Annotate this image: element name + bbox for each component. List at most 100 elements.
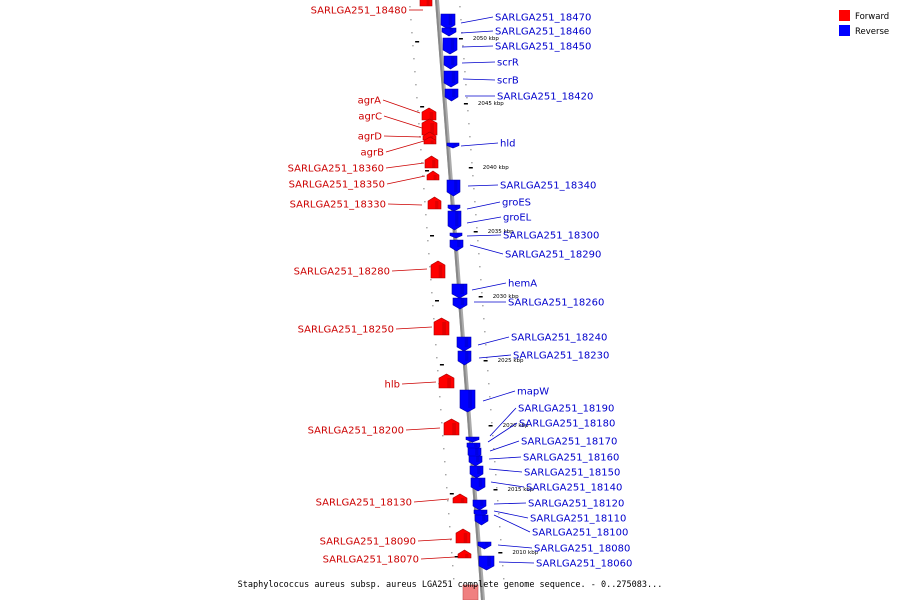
gene-hlb[interactable] [438, 373, 455, 389]
gene-label-sarlga251-18250[interactable]: SARLGA251_18250 [298, 325, 394, 336]
gene-label-agrd[interactable]: agrD [358, 132, 383, 143]
gene-sarlga251-18090[interactable] [455, 528, 471, 544]
gene-sarlga251-18260[interactable] [452, 297, 468, 310]
gene-agra[interactable] [421, 107, 437, 121]
gene-label-groel[interactable]: groEL [503, 213, 532, 224]
gene-sarlga251-18450[interactable] [442, 37, 458, 55]
sarlga251-18080-leader [497, 544, 533, 549]
gene-sarlga251-18190[interactable] [465, 436, 480, 443]
scale-tick-label: 2015 kbp [507, 487, 533, 493]
gene-label-sarlga251-18470[interactable]: SARLGA251_18470 [495, 13, 591, 24]
scale-tick-mark [435, 300, 439, 302]
gene-sarlga251-18160-shade [476, 456, 480, 462]
gene-label-agra[interactable]: agrA [358, 96, 382, 107]
gene-sarlga251-18470[interactable] [440, 13, 456, 30]
gene-sarlga251-18290[interactable] [449, 239, 464, 252]
gene-sarlga251-18230[interactable] [457, 350, 472, 366]
gene-sarlga251-18420[interactable] [444, 88, 459, 102]
gene-label-sarlga251-18180[interactable]: SARLGA251_18180 [519, 419, 615, 430]
gene-label-scrr[interactable]: scrR [497, 58, 519, 69]
gene-sarlga251-18240[interactable] [456, 336, 472, 352]
gene-label-sarlga251-18150[interactable]: SARLGA251_18150 [524, 468, 620, 479]
gene-label-sarlga251-18110[interactable]: SARLGA251_18110 [530, 514, 626, 525]
gene-scrr[interactable] [443, 55, 458, 70]
gene-sarlga251-18160[interactable] [468, 455, 483, 467]
gene-label-sarlga251-18060[interactable]: SARLGA251_18060 [536, 559, 632, 570]
gene-label-mapw[interactable]: mapW [517, 387, 549, 398]
gene-label-sarlga251-18300[interactable]: SARLGA251_18300 [503, 231, 599, 242]
gene-mapw[interactable] [459, 389, 476, 413]
gene-label-sarlga251-18170[interactable]: SARLGA251_18170 [521, 437, 617, 448]
gene-label-sarlga251-18090[interactable]: SARLGA251_18090 [320, 537, 416, 548]
gene-label-sarlga251-18340[interactable]: SARLGA251_18340 [500, 181, 596, 192]
gene-label-sarlga251-18120[interactable]: SARLGA251_18120 [528, 499, 624, 510]
track-dot [442, 435, 444, 437]
track-dot [431, 292, 433, 294]
gene-label-sarlga251-18200[interactable]: SARLGA251_18200 [308, 426, 404, 437]
gene-sarlga251-18130[interactable] [452, 493, 468, 504]
gene-sarlga251-18100[interactable] [474, 514, 489, 526]
gene-label-sarlga251-18280[interactable]: SARLGA251_18280 [294, 267, 390, 278]
track-dot [410, 19, 412, 21]
gene-sarlga251-18340[interactable] [446, 179, 461, 197]
gene-label-sarlga251-18070[interactable]: SARLGA251_18070 [323, 555, 419, 566]
gene-label-sarlga251-18480[interactable]: SARLGA251_18480 [311, 6, 407, 17]
gene-label-sarlga251-18160[interactable]: SARLGA251_18160 [523, 453, 619, 464]
gene-sarlga251-18280[interactable] [430, 260, 446, 279]
sarlga251-18170-leader [489, 440, 520, 452]
gene-label-hema[interactable]: hemA [508, 279, 537, 290]
gene-sarlga251-18330[interactable] [427, 196, 442, 210]
gene-label-sarlga251-18140[interactable]: SARLGA251_18140 [526, 483, 622, 494]
gene-label-sarlga251-18080[interactable]: SARLGA251_18080 [534, 544, 630, 555]
gene-sarlga251-18360[interactable] [424, 155, 439, 169]
gene-label-hld[interactable]: hld [500, 139, 515, 150]
gene-sarlga251-18330-shade [435, 201, 439, 209]
gene-label-sarlga251-18260[interactable]: SARLGA251_18260 [508, 298, 604, 309]
gene-label-sarlga251-18350[interactable]: SARLGA251_18350 [289, 180, 385, 191]
gene-sarlga251-18150[interactable] [469, 465, 484, 479]
gene-groel[interactable] [447, 210, 462, 231]
gene-label-agrb[interactable]: agrB [361, 148, 385, 159]
gene-label-sarlga251-18460[interactable]: SARLGA251_18460 [495, 27, 591, 38]
agrd-leader [383, 135, 422, 138]
gene-label-groes[interactable]: groES [502, 198, 531, 209]
gene-label-sarlga251-18290[interactable]: SARLGA251_18290 [505, 250, 601, 261]
track-dot [499, 526, 501, 528]
gene-label-sarlga251-18420[interactable]: SARLGA251_18420 [497, 92, 593, 103]
gene-label-sarlga251-18100[interactable]: SARLGA251_18100 [532, 528, 628, 539]
track-dot [467, 110, 469, 112]
gene-sarlga251-18200[interactable] [443, 418, 460, 436]
gene-label-sarlga251-18330[interactable]: SARLGA251_18330 [290, 200, 386, 211]
gene-label-sarlga251-18360[interactable]: SARLGA251_18360 [288, 164, 384, 175]
gene-label-sarlga251-18130[interactable]: SARLGA251_18130 [316, 498, 412, 509]
gene-sarlga251-18480[interactable] [419, 0, 433, 7]
gene-groes[interactable] [447, 204, 461, 212]
track-dot [495, 474, 497, 476]
gene-sarlga251-18130-shade [460, 498, 465, 503]
track-dot [491, 422, 493, 424]
gene-unlabeled [462, 584, 479, 600]
gene-label-scrb[interactable]: scrB [497, 76, 519, 87]
gene-sarlga251-18350[interactable] [426, 170, 440, 181]
gene-hema[interactable] [451, 283, 468, 299]
gene-sarlga251-18420-shade [452, 89, 456, 97]
gene-sarlga251-18140[interactable] [470, 477, 486, 492]
gene-sarlga251-18300[interactable] [449, 232, 463, 239]
gene-sarlga251-18460[interactable] [441, 27, 457, 37]
track-dot [425, 214, 427, 216]
gene-sarlga251-18070[interactable] [457, 549, 472, 559]
gene-sarlga251-18250[interactable] [433, 317, 450, 336]
gene-sarlga251-18120[interactable] [472, 499, 487, 511]
gene-hld[interactable] [446, 142, 460, 149]
gene-label-sarlga251-18230[interactable]: SARLGA251_18230 [513, 351, 609, 362]
gene-label-sarlga251-18190[interactable]: SARLGA251_18190 [518, 404, 614, 415]
gene-label-sarlga251-18450[interactable]: SARLGA251_18450 [495, 42, 591, 53]
gene-label-agrc[interactable]: agrC [358, 112, 382, 123]
gene-scrb[interactable] [443, 70, 459, 88]
track-dot [488, 383, 490, 385]
gene-sarlga251-18060[interactable] [478, 555, 495, 571]
gene-label-hlb[interactable]: hlb [385, 380, 400, 391]
gene-label-sarlga251-18240[interactable]: SARLGA251_18240 [511, 333, 607, 344]
gene-sarlga251-18080[interactable] [477, 541, 492, 550]
scale-tick-label: 2020 kbp [503, 423, 529, 429]
